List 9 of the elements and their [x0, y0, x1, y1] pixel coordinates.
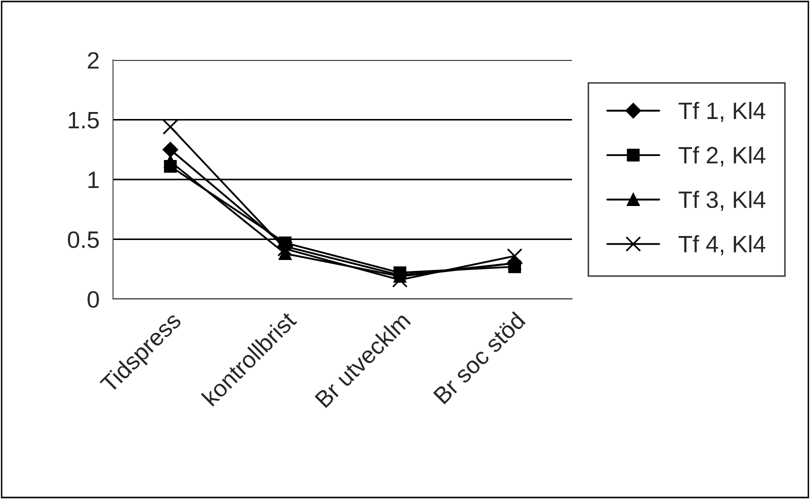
legend-label: Tf 2, Kl4: [678, 146, 766, 166]
y-tick-label: 2: [88, 52, 99, 69]
y-tick-label: 1: [88, 172, 99, 188]
legend-label: Tf 4, Kl4: [678, 235, 766, 256]
y-tick-label: 0.5: [68, 231, 99, 248]
y-tick-label: 1.5: [68, 112, 99, 129]
legend-label: Tf 3, Kl4: [678, 190, 766, 211]
legend-label: Tf 1, Kl4: [678, 102, 766, 122]
y-tick-label: 0: [88, 291, 99, 308]
